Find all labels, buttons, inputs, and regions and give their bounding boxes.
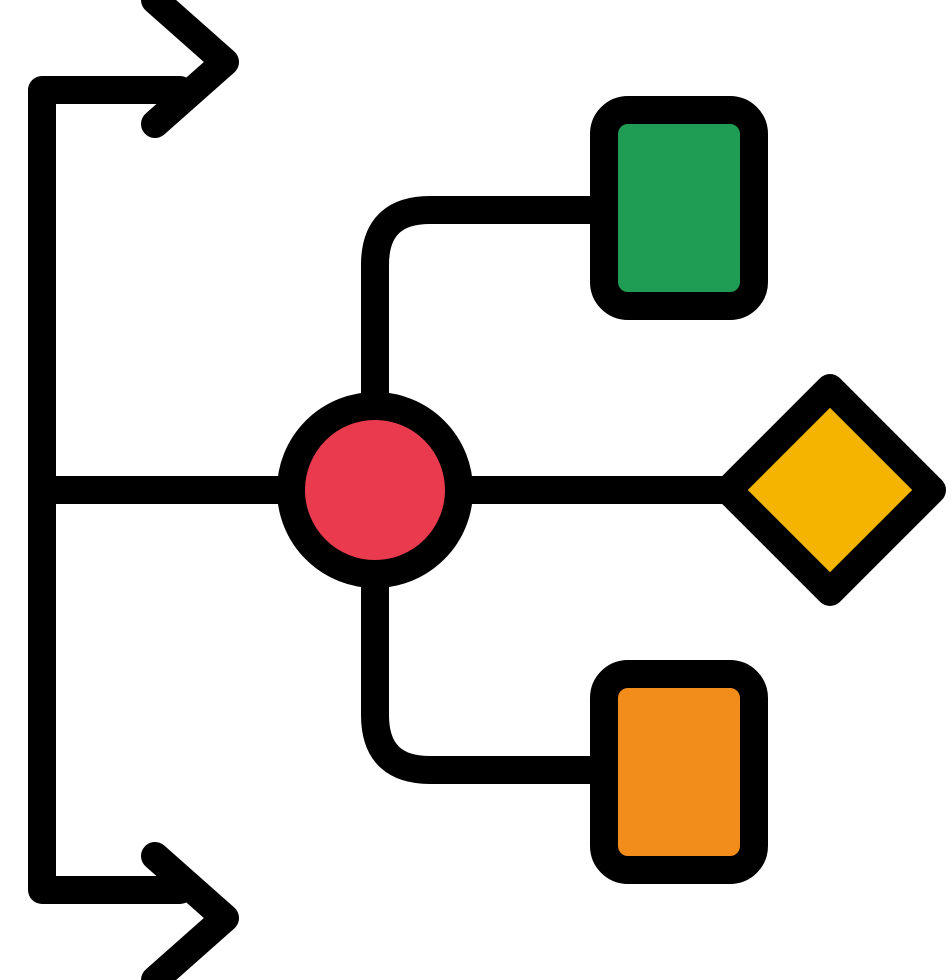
flowchart-diagram — [0, 0, 952, 980]
